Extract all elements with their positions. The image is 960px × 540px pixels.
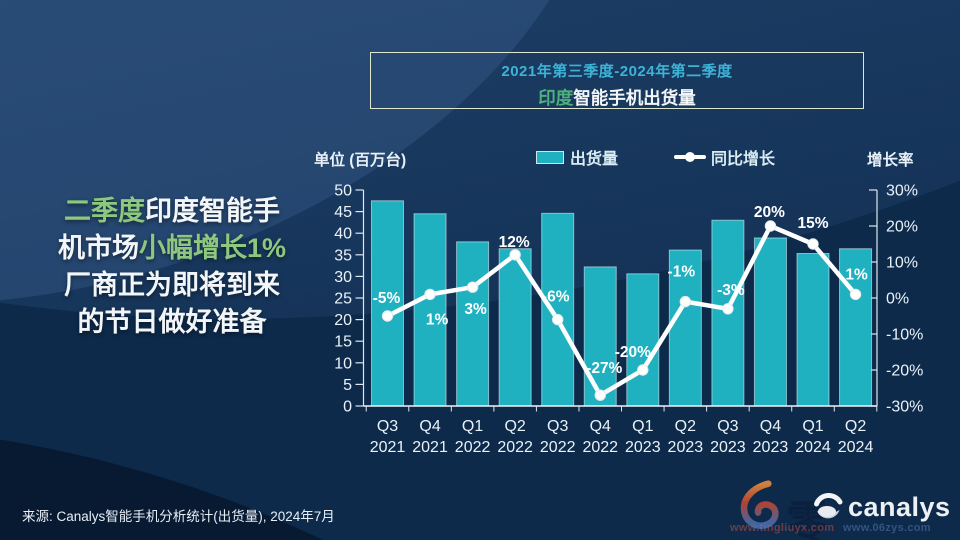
headline-line-1: 二季度印度智能手 [24, 193, 320, 230]
svg-text:0: 0 [343, 399, 352, 416]
svg-text:25: 25 [334, 291, 352, 308]
watermark-character: 零 [786, 498, 830, 540]
source-note: 来源: Canalys智能手机分析统计(出货量), 2024年7月 [22, 509, 335, 524]
svg-text:10: 10 [334, 355, 352, 372]
chart-title-box: 2021年第三季度-2024年第二季度 印度智能手机出货量 [370, 52, 864, 109]
svg-text:50: 50 [334, 183, 352, 200]
svg-text:Q2: Q2 [504, 418, 525, 435]
svg-text:Q3: Q3 [717, 418, 738, 435]
svg-text:Q1: Q1 [632, 418, 653, 435]
svg-text:2024: 2024 [795, 439, 831, 456]
svg-text:0%: 0% [886, 291, 909, 308]
svg-text:Q3: Q3 [547, 418, 568, 435]
svg-text:-3%: -3% [717, 282, 745, 299]
svg-text:Q4: Q4 [590, 418, 611, 435]
chart-legend: 出货量 同比增长 [536, 145, 775, 169]
svg-text:-10%: -10% [886, 327, 923, 344]
chart-title-metric: 智能手机出货量 [573, 88, 696, 108]
headline-green-2: 小幅增长1% [138, 233, 287, 263]
svg-text:-5%: -5% [373, 290, 401, 307]
watermark-url-right: www.06zys.com [843, 522, 931, 534]
svg-text:1%: 1% [845, 266, 868, 283]
svg-text:40: 40 [334, 226, 352, 243]
svg-text:2023: 2023 [625, 439, 661, 456]
svg-text:45: 45 [334, 204, 352, 221]
watermark-url-left: www.tingliuyx.com [730, 522, 835, 534]
svg-text:Q4: Q4 [760, 418, 781, 435]
svg-text:15%: 15% [797, 215, 828, 232]
headline-line-4: 的节日做好准备 [77, 307, 267, 337]
svg-text:Q4: Q4 [419, 418, 440, 435]
svg-text:30%: 30% [886, 183, 918, 200]
svg-text:Q2: Q2 [675, 418, 696, 435]
svg-text:12%: 12% [499, 234, 530, 251]
svg-text:2023: 2023 [668, 439, 704, 456]
canalys-logo: canalys [812, 491, 951, 523]
svg-text:-1%: -1% [668, 264, 696, 281]
headline-green-1: 二季度 [64, 196, 145, 226]
watermark-swirl-icon [740, 480, 779, 529]
legend-bar-label: 出货量 [570, 151, 619, 168]
svg-text:35: 35 [334, 247, 352, 264]
svg-text:2023: 2023 [753, 439, 789, 456]
svg-text:Q3: Q3 [377, 418, 398, 435]
svg-text:-30%: -30% [886, 399, 923, 416]
svg-text:Q2: Q2 [845, 418, 866, 435]
svg-text:-20%: -20% [886, 363, 923, 380]
svg-text:2022: 2022 [540, 439, 576, 456]
svg-text:2023: 2023 [710, 439, 746, 456]
svg-text:15: 15 [334, 334, 352, 351]
svg-text:20%: 20% [754, 204, 785, 221]
canalys-logo-icon [814, 492, 843, 519]
svg-text:Q1: Q1 [462, 418, 483, 435]
svg-text:2024: 2024 [838, 439, 874, 456]
canalys-logo-text: canalys [848, 491, 951, 522]
svg-text:2021: 2021 [370, 439, 406, 456]
svg-text:2022: 2022 [497, 439, 533, 456]
svg-text:-6%: -6% [542, 289, 570, 306]
legend-bar-swatch-icon [536, 150, 564, 164]
chart-title-subject: 印度智能手机出货量 [371, 85, 863, 110]
headline-white-2: 机市场 [57, 233, 139, 263]
svg-text:3%: 3% [464, 301, 487, 318]
left-axis-title: 单位 (百万台) [314, 152, 407, 169]
svg-text:2021: 2021 [412, 439, 448, 456]
svg-text:-27%: -27% [586, 360, 622, 377]
headline-line-3: 厂商正为即将到来 [64, 270, 280, 300]
svg-text:-20%: -20% [615, 344, 651, 361]
legend-line-dot-icon [685, 152, 696, 162]
svg-text:2022: 2022 [582, 439, 618, 456]
svg-text:30: 30 [334, 269, 352, 286]
right-axis-title: 增长率 [867, 152, 914, 169]
svg-text:5: 5 [343, 377, 352, 394]
svg-text:10%: 10% [886, 255, 918, 272]
shipments-growth-combo-chart: 5045403530252015105030%20%10%0%-10%-20%-… [334, 183, 923, 457]
svg-text:1%: 1% [426, 311, 449, 328]
legend-line-marker-icon [674, 152, 707, 162]
headline-white-1: 印度智能手 [145, 196, 280, 226]
headline-line-2: 机市场小幅增长1% [24, 230, 320, 267]
legend-line-label: 同比增长 [711, 151, 776, 168]
headline: 二季度印度智能手 机市场小幅增长1% 厂商正为即将到来 的节日做好准备 [24, 193, 320, 341]
svg-text:Q1: Q1 [802, 418, 823, 435]
chart-title-period: 2021年第三季度-2024年第二季度 [501, 63, 733, 80]
chart-title-country: 印度 [538, 88, 574, 108]
svg-text:20%: 20% [886, 219, 918, 236]
svg-text:2022: 2022 [455, 439, 491, 456]
svg-text:20: 20 [334, 312, 352, 329]
